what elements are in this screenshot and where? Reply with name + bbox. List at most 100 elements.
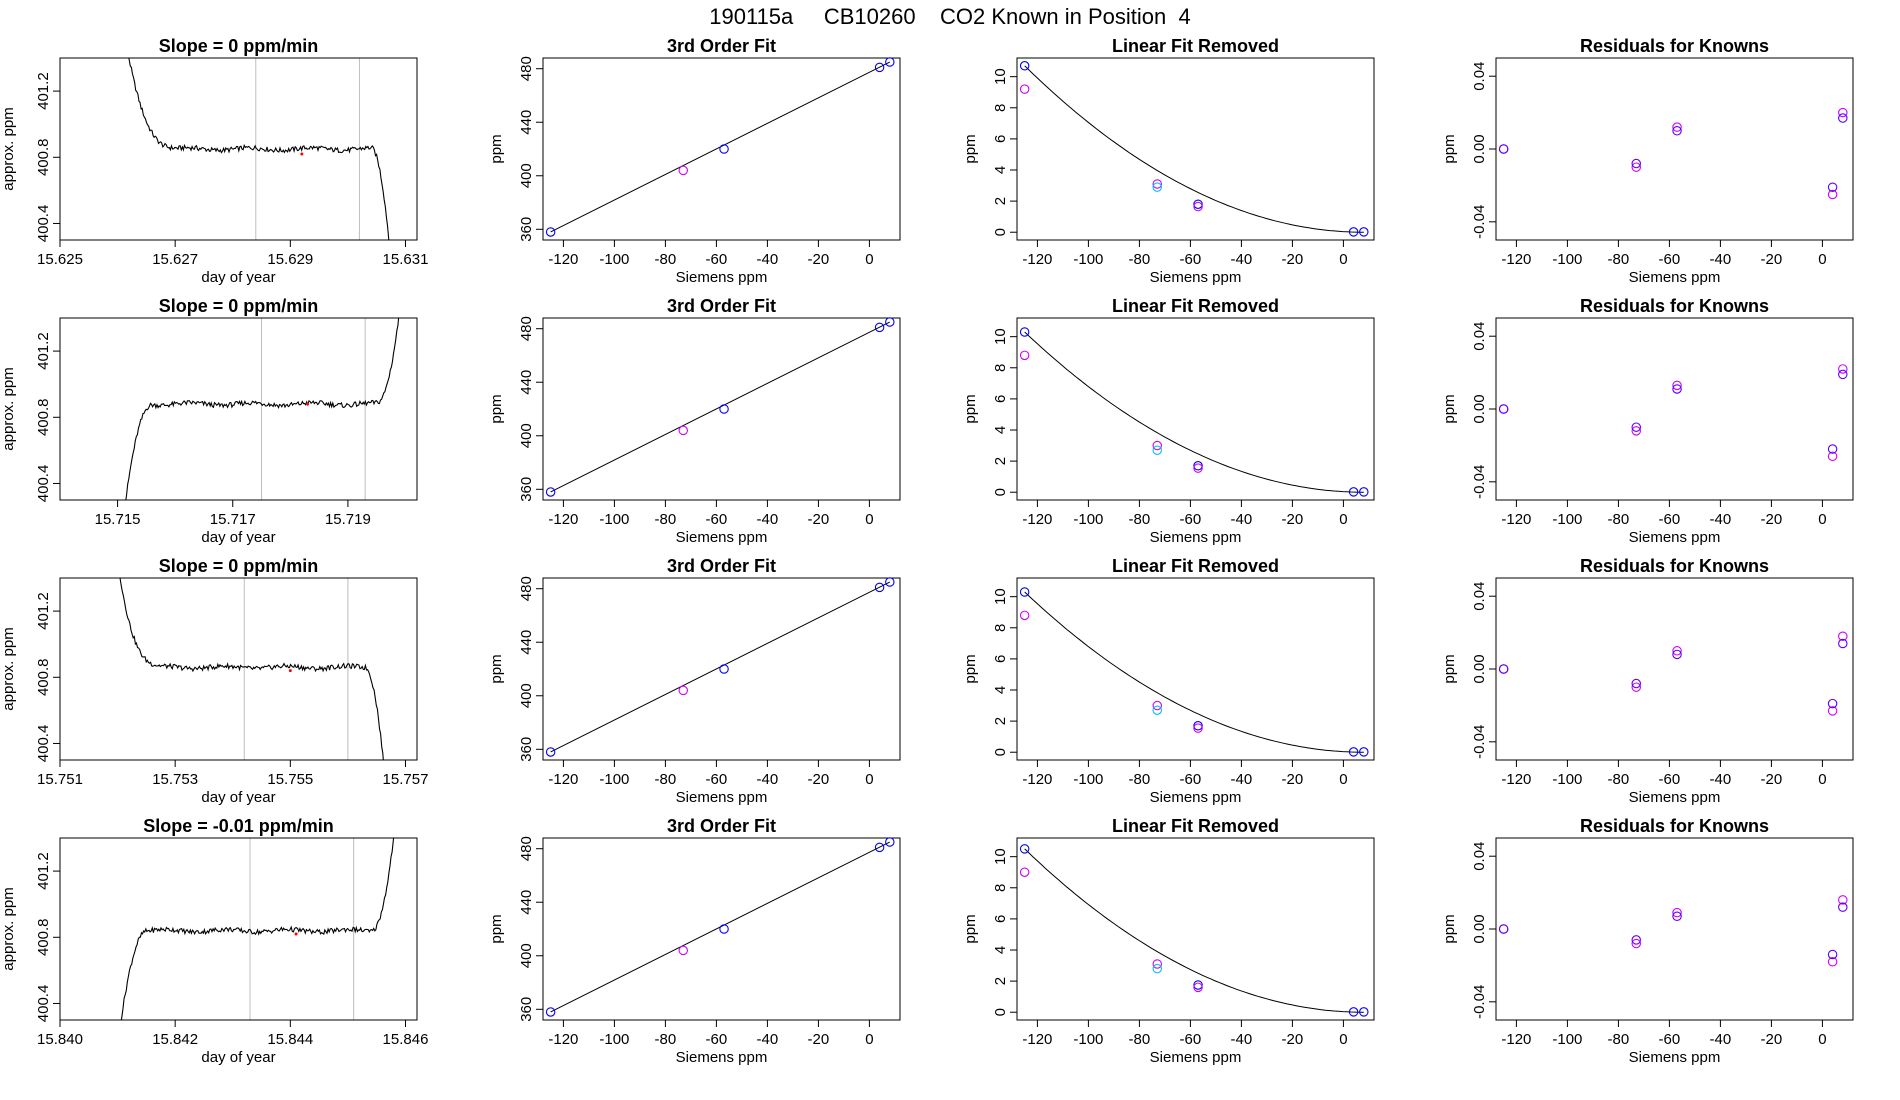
panel-title: 3rd Order Fit — [667, 296, 776, 316]
fit-curve — [1024, 591, 1364, 753]
plot-frame — [1495, 837, 1854, 1021]
x-tick-label: -100 — [1073, 1031, 1103, 1048]
data-point — [1838, 902, 1848, 912]
data-point — [1152, 959, 1163, 969]
panel-title: Slope = 0 ppm/min — [159, 36, 319, 56]
y-tick-label: 2 — [992, 197, 1009, 205]
y-tick-label: 440 — [518, 110, 535, 135]
x-tick-label: 0 — [865, 251, 873, 268]
data-point — [1827, 182, 1838, 192]
data-layer — [120, 838, 395, 1020]
x-tick-label: 0 — [1818, 511, 1826, 528]
y-axis-label: ppm — [1441, 654, 1458, 683]
x-axis-label: day of year — [201, 789, 275, 806]
panel-title: Residuals for Knowns — [1580, 816, 1769, 836]
x-axis-label: Siemens ppm — [676, 529, 768, 546]
y-tick-label: 400 — [518, 943, 535, 968]
x-tick-label: -100 — [599, 511, 629, 528]
data-layer — [1024, 848, 1364, 1013]
y-tick-label: -0.04 — [1471, 725, 1488, 759]
data-point — [1019, 610, 1030, 621]
data-layer — [125, 318, 400, 500]
x-tick-label: -40 — [1231, 771, 1253, 788]
x-tick-label: -40 — [757, 251, 779, 268]
data-point — [1672, 126, 1682, 136]
plot-frame — [1016, 837, 1375, 1021]
x-tick-label: -80 — [1129, 511, 1151, 528]
data-point — [885, 317, 895, 327]
y-tick-label: 6 — [992, 915, 1009, 923]
plot-frame — [1016, 317, 1375, 501]
y-tick-label: 0.04 — [1471, 322, 1488, 351]
y-tick-label: 360 — [518, 477, 535, 502]
x-tick-label: 15.627 — [152, 251, 198, 268]
data-point — [1631, 678, 1642, 689]
y-tick-label: 480 — [518, 576, 535, 601]
data-point — [1193, 982, 1203, 993]
x-axis-label: Siemens ppm — [676, 789, 768, 806]
y-tick-label: 360 — [518, 737, 535, 762]
y-tick-label: 2 — [992, 977, 1009, 985]
x-tick-label: 0 — [1818, 251, 1826, 268]
panel-title: Slope = 0 ppm/min — [159, 296, 319, 316]
data-point — [1348, 227, 1359, 237]
data-point — [874, 842, 885, 853]
y-tick-label: 6 — [992, 395, 1009, 403]
y-tick-label: 4 — [992, 426, 1009, 434]
panel-2-0: Slope = 0 ppm/min 15.751 15.753 15.755 15.75… — [0, 556, 428, 806]
data-point — [1019, 84, 1030, 94]
data-point — [1152, 705, 1163, 715]
y-tick-label: 360 — [518, 997, 535, 1022]
x-axis-label: Siemens ppm — [676, 269, 768, 286]
x-tick-label: -60 — [1180, 511, 1202, 528]
panel-title: Linear Fit Removed — [1112, 816, 1279, 836]
x-tick-label: -80 — [655, 771, 677, 788]
plot-frame — [542, 317, 901, 501]
data-point — [1019, 350, 1030, 361]
x-tick-label: -40 — [757, 1031, 779, 1048]
x-tick-label: -100 — [1552, 511, 1582, 528]
data-point — [1827, 444, 1838, 454]
plot-frame — [542, 57, 901, 241]
x-tick-label: -100 — [599, 771, 629, 788]
data-point — [885, 57, 895, 67]
data-point — [1827, 949, 1838, 960]
y-axis-label: ppm — [962, 654, 979, 683]
data-point — [874, 582, 885, 593]
panel-title: Slope = 0 ppm/min — [159, 556, 319, 576]
panel-title: Linear Fit Removed — [1112, 36, 1279, 56]
y-tick-label: 400 — [518, 423, 535, 448]
panel-title: 3rd Order Fit — [667, 816, 776, 836]
y-tick-label: 400.8 — [35, 918, 52, 956]
data-point — [1672, 649, 1682, 660]
data-point — [1827, 189, 1838, 200]
y-tick-label: 400.4 — [35, 985, 52, 1023]
y-tick-label: 4 — [992, 686, 1009, 694]
plot-frame — [59, 57, 418, 241]
x-tick-label: -100 — [1552, 251, 1582, 268]
data-point — [1498, 144, 1509, 154]
y-axis-label: ppm — [488, 134, 505, 163]
x-axis-label: Siemens ppm — [1629, 529, 1721, 546]
x-tick-label: -100 — [1073, 771, 1103, 788]
data-point — [885, 837, 895, 847]
x-tick-label: -120 — [548, 251, 578, 268]
x-tick-label: -100 — [1552, 1031, 1582, 1048]
data-point — [1631, 935, 1642, 945]
x-tick-label: -100 — [1552, 771, 1582, 788]
x-tick-label: 15.846 — [383, 1031, 429, 1048]
data-layer — [119, 578, 384, 760]
y-axis-label: ppm — [488, 914, 505, 943]
x-tick-label: -120 — [548, 771, 578, 788]
data-point — [719, 664, 729, 674]
data-point — [1498, 404, 1509, 414]
data-point — [545, 1007, 556, 1017]
data-point — [1631, 938, 1642, 949]
data-point — [1193, 199, 1203, 209]
x-tick-label: -80 — [1608, 1031, 1630, 1048]
plot-frame — [59, 577, 418, 761]
y-axis-label: approx. ppm — [0, 367, 17, 450]
y-tick-label: 6 — [992, 135, 1009, 143]
data-point — [678, 425, 688, 436]
fit-curve — [1024, 848, 1364, 1013]
